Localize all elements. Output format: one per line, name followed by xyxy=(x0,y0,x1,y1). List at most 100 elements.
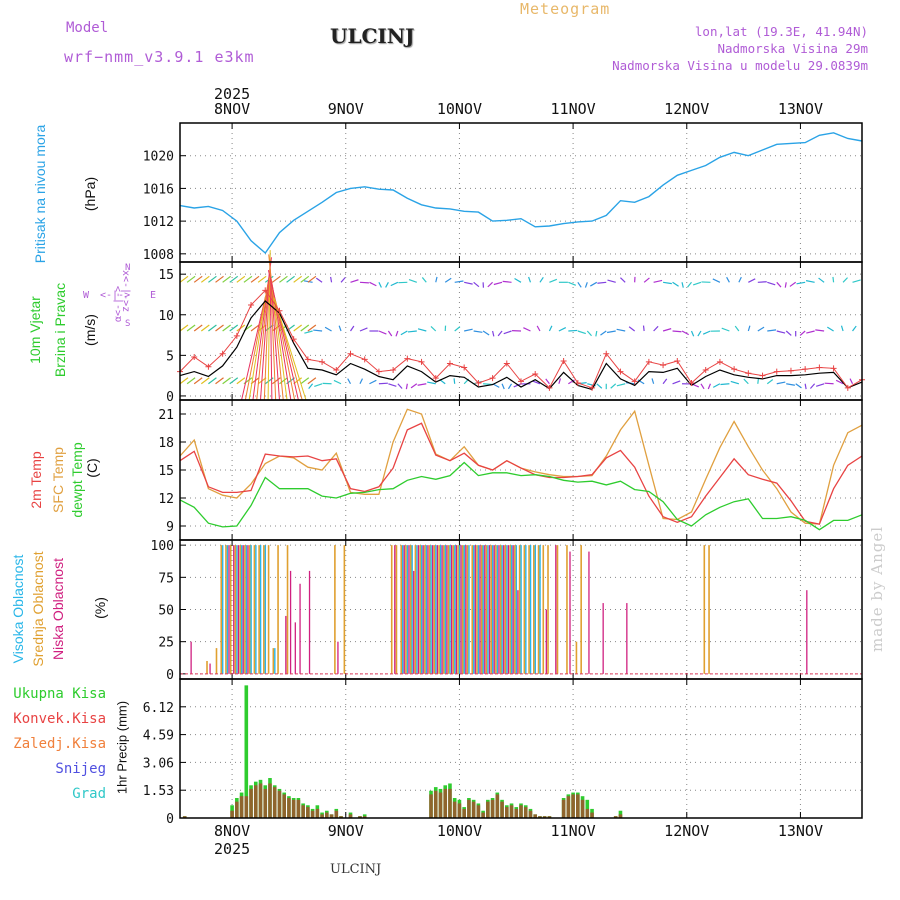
wind-arrow xyxy=(514,278,522,283)
cloud-mid-bar xyxy=(466,545,469,674)
wind-gust-marker xyxy=(304,356,311,363)
wind-arrow xyxy=(584,282,588,288)
wind-arrow xyxy=(842,277,848,283)
cloud-low-bar xyxy=(190,641,192,674)
wind-gust-marker xyxy=(489,375,496,382)
cloud-low-bar xyxy=(228,545,230,674)
wind-arrow xyxy=(193,377,203,385)
cloud-low-bar xyxy=(517,590,519,674)
wind-arrow xyxy=(767,281,776,286)
wind-arrow xyxy=(747,325,751,332)
wind-arrow xyxy=(491,330,495,337)
lonlat-label: lon,lat (19.3E, 41.94N) xyxy=(694,24,868,39)
cloud-mid-bar xyxy=(220,545,223,674)
cloud-low-bar xyxy=(602,603,604,674)
cloud-high-bar xyxy=(274,648,276,674)
wind-fan-arrow xyxy=(269,280,273,401)
wind-arrow xyxy=(293,324,303,332)
ytick-label: 0 xyxy=(166,390,174,405)
wind-gust-marker xyxy=(589,384,596,391)
wind-arrow xyxy=(795,383,802,389)
footer-station: ULCINJ xyxy=(330,862,382,877)
wind-gust-marker xyxy=(830,365,837,372)
wind-arrow xyxy=(324,326,332,332)
compass-y: α<-|-> xyxy=(113,286,124,322)
cloud-mid-bar xyxy=(419,545,421,674)
precip-convective-bar xyxy=(272,787,277,818)
wind-gust-marker xyxy=(248,302,255,309)
wind-arrow xyxy=(549,278,558,283)
wind-fan-arrow xyxy=(267,269,299,401)
wind-fan-arrow xyxy=(252,257,272,401)
wind-arrow xyxy=(597,281,607,284)
precip-convective-bar xyxy=(590,812,594,818)
precip-convective-bar xyxy=(618,814,623,818)
cloud-mid-bar xyxy=(514,545,516,674)
model-elevation-label: Nadmorska Visina u modelu 29.0839m xyxy=(612,58,868,73)
wind-arrow xyxy=(536,325,541,332)
wind-arrow xyxy=(229,324,239,332)
wind-arrow xyxy=(501,383,505,390)
ytick-label: 21 xyxy=(158,408,174,423)
top-day-label: 10NOV xyxy=(437,100,482,118)
ytick-label: 10 xyxy=(158,309,174,324)
cloud-mid-bar xyxy=(485,545,488,674)
chart-title: Meteogram xyxy=(520,0,611,18)
wind-arrow xyxy=(293,377,303,385)
wind-arrow xyxy=(314,383,323,388)
wind-gust-marker xyxy=(702,366,709,373)
wind-arrow xyxy=(577,281,582,288)
wind-gust-marker xyxy=(347,350,354,357)
wind-arrow xyxy=(208,377,217,385)
top-day-label: 12NOV xyxy=(664,100,709,118)
wind-arrow xyxy=(653,325,659,332)
ytick-label: 75 xyxy=(158,571,174,586)
cloud-mid-bar xyxy=(395,545,398,674)
wind-arrow xyxy=(304,330,313,334)
cloud-mid-bar xyxy=(414,545,417,674)
precip-convective-bar xyxy=(566,796,571,818)
bottom-year-label: 2025 xyxy=(214,840,250,858)
precip-convective-bar xyxy=(320,814,324,818)
wind-arrow xyxy=(417,383,427,386)
ytick-label: 15 xyxy=(158,464,174,479)
wind-gust-marker xyxy=(802,366,809,373)
wind-arrow xyxy=(427,381,436,385)
wind-arrow xyxy=(776,281,782,288)
wind-arrow xyxy=(610,383,617,389)
precip-convective-bar xyxy=(523,807,528,818)
precip-convective-bar xyxy=(495,794,500,818)
wind-arrow xyxy=(568,281,577,286)
precip-convective-bar xyxy=(268,783,272,818)
cloud-high-bar xyxy=(468,545,470,674)
wind-arrow xyxy=(387,330,393,337)
wind-arrow xyxy=(186,275,196,283)
compass-w: W xyxy=(83,290,90,301)
precip-convective-bar xyxy=(462,808,466,818)
cloud-mid-bar xyxy=(424,545,426,674)
cloud-mid-bar xyxy=(461,545,464,674)
wind-gust-marker xyxy=(574,379,581,386)
cloud-high-bar xyxy=(529,545,532,674)
wind-gust-marker xyxy=(787,367,794,374)
cloud-mid-bar xyxy=(206,660,208,674)
wind-arrow xyxy=(815,383,825,387)
wind-arrow xyxy=(548,325,553,332)
precip-convective-bar xyxy=(576,794,580,818)
wind-arrow xyxy=(464,281,473,285)
wind-gust-marker xyxy=(446,360,453,367)
wind-arrow xyxy=(453,378,456,384)
cloud-low-bar xyxy=(337,641,339,674)
precip-convective-bar xyxy=(244,796,249,818)
cloud-mid-bar xyxy=(452,545,455,674)
cloud-low-bar xyxy=(394,545,396,674)
cloud-high-bar xyxy=(491,545,494,674)
wind-gust-marker xyxy=(745,370,752,377)
bottom-day-label: 13NOV xyxy=(778,822,823,840)
top-day-label: 11NOV xyxy=(551,100,596,118)
wind-arrow xyxy=(243,275,253,283)
cloud-low-bar xyxy=(806,590,808,674)
wind-arrow xyxy=(653,279,663,283)
wind-arrow xyxy=(308,383,314,389)
wind-arrow xyxy=(186,377,196,385)
